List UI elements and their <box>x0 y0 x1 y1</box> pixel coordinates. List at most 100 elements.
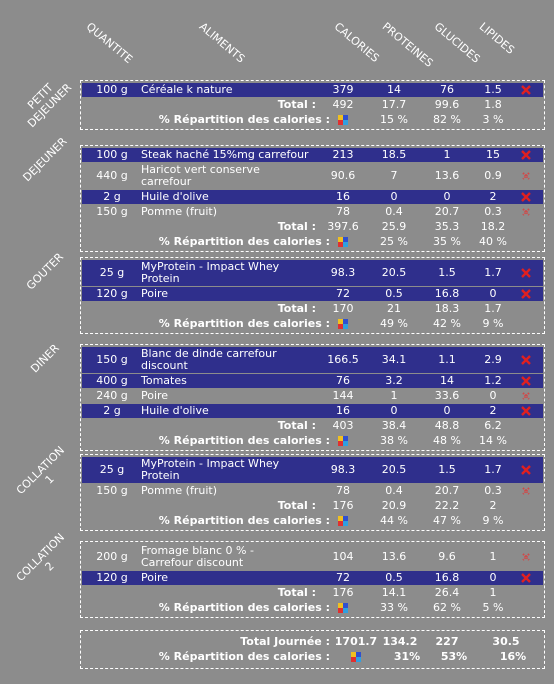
meal-section: 100 g Céréale k nature 379 14 76 1.5 Total : 49… <box>80 80 545 130</box>
repartition-proteins: 15 % <box>380 113 408 126</box>
delete-button[interactable] <box>520 191 532 203</box>
calories: 144 <box>332 389 354 402</box>
total-row: Total : 170 21 18.3 1.7 <box>82 302 543 316</box>
carbs: 16.8 <box>434 287 460 300</box>
quantity: 200 g <box>96 550 128 563</box>
proteins: 18.5 <box>381 148 407 161</box>
delete-button[interactable] <box>520 572 532 584</box>
delete-button[interactable] <box>520 354 532 366</box>
total-proteins: 17.7 <box>381 98 407 111</box>
delete-button[interactable] <box>520 170 532 182</box>
total-row: Total : 176 20.9 22.2 2 <box>82 499 543 513</box>
carbs: 1.5 <box>438 266 456 279</box>
repartition-label: % Répartition des calories : <box>158 601 330 614</box>
column-header: GLUCIDES <box>431 20 483 66</box>
repartition-proteins: 33 % <box>380 601 408 614</box>
delete-button[interactable] <box>520 375 532 387</box>
delete-button[interactable] <box>520 551 532 563</box>
day-total-carbs: 227 <box>435 635 459 648</box>
proteins: 0 <box>390 404 398 417</box>
fats: 0.3 <box>484 484 502 497</box>
calories: 98.3 <box>330 266 356 279</box>
delete-button[interactable] <box>520 149 532 161</box>
food-row: 400 g Tomates 76 3.2 14 1.2 <box>82 374 543 388</box>
proteins: 0 <box>390 190 398 203</box>
delete-button[interactable] <box>520 206 532 218</box>
quantity: 150 g <box>96 484 128 497</box>
delete-button[interactable] <box>520 288 532 300</box>
quantity: 25 g <box>99 266 125 279</box>
total-label: Total : <box>277 220 316 233</box>
repartition-label: % Répartition des calories : <box>158 113 330 126</box>
food-row: 150 g Pomme (fruit) 78 0.4 20.7 0.3 <box>82 205 543 219</box>
total-calories: 176 <box>332 586 354 599</box>
chart-icon[interactable] <box>350 651 362 663</box>
total-proteins: 21 <box>387 302 401 315</box>
column-header: PROTEINES <box>379 20 436 70</box>
calories: 98.3 <box>330 463 356 476</box>
chart-icon[interactable] <box>337 435 349 447</box>
food-row: 100 g Steak haché 15%mg carrefour 213 18.5 1… <box>82 148 543 162</box>
delete-button[interactable] <box>520 84 532 96</box>
repartition-fats: 14 % <box>479 434 507 447</box>
calories: 213 <box>332 148 354 161</box>
total-calories: 176 <box>332 499 354 512</box>
carbs: 16.8 <box>434 571 460 584</box>
total-carbs: 99.6 <box>434 98 460 111</box>
total-row: Total : 176 14.1 26.4 1 <box>82 586 543 600</box>
total-fats: 18.2 <box>480 220 506 233</box>
delete-button[interactable] <box>520 485 532 497</box>
calories: 166.5 <box>327 353 359 366</box>
chart-icon[interactable] <box>337 114 349 126</box>
meal-section: 200 g Fromage blanc 0 % - Carrefour disco… <box>80 541 545 618</box>
carbs: 14 <box>440 374 454 387</box>
food-name: Huile d'olive <box>141 190 209 203</box>
day-repartition-fats: 16% <box>499 650 527 663</box>
delete-button[interactable] <box>520 390 532 402</box>
total-label: Total : <box>277 302 316 315</box>
chart-icon[interactable] <box>337 318 349 330</box>
calories: 78 <box>336 484 350 497</box>
repartition-label: % Répartition des calories : <box>158 514 330 527</box>
total-carbs: 18.3 <box>434 302 460 315</box>
food-name: Haricot vert conserve carrefour <box>141 163 260 188</box>
delete-button[interactable] <box>520 267 532 279</box>
repartition-label: % Répartition des calories : <box>158 235 330 248</box>
food-name: MyProtein - Impact Whey Protein <box>141 457 280 482</box>
total-calories: 170 <box>332 302 354 315</box>
meal-section: 150 g Blanc de dinde carrefour discount 16… <box>80 344 545 451</box>
chart-icon[interactable] <box>337 602 349 614</box>
proteins: 20.5 <box>381 463 407 476</box>
total-carbs: 35.3 <box>434 220 460 233</box>
food-row: 150 g Blanc de dinde carrefour discount 16… <box>82 347 543 373</box>
delete-button[interactable] <box>520 464 532 476</box>
total-label: Total : <box>277 419 316 432</box>
carbs: 9.6 <box>438 550 456 563</box>
total-calories: 492 <box>332 98 354 111</box>
food-row: 120 g Poire 72 0.5 16.8 0 <box>82 571 543 585</box>
food-row: 100 g Céréale k nature 379 14 76 1.5 <box>82 83 543 97</box>
fats: 2.9 <box>484 353 502 366</box>
proteins: 20.5 <box>381 266 407 279</box>
fats: 0 <box>489 571 497 584</box>
total-label: Total : <box>277 586 316 599</box>
carbs: 1 <box>443 148 451 161</box>
chart-icon[interactable] <box>337 236 349 248</box>
food-name: Pomme (fruit) <box>141 484 217 497</box>
total-fats: 1 <box>489 586 497 599</box>
column-header: ALIMENTS <box>196 20 248 66</box>
column-header: QUANTITE <box>83 20 135 67</box>
column-header: LIPIDES <box>476 20 517 57</box>
delete-button[interactable] <box>520 405 532 417</box>
meal-section: 100 g Steak haché 15%mg carrefour 213 18.5 1… <box>80 145 545 252</box>
column-header: CALORIES <box>331 20 382 65</box>
calories: 16 <box>336 404 350 417</box>
chart-icon[interactable] <box>337 515 349 527</box>
fats: 2 <box>489 404 497 417</box>
fats: 0 <box>489 287 497 300</box>
calories: 72 <box>336 571 350 584</box>
repartition-row: % Répartition des calories : 49 % 42 % 9 % <box>82 317 543 331</box>
total-fats: 6.2 <box>484 419 502 432</box>
quantity: 150 g <box>96 353 128 366</box>
carbs: 13.6 <box>434 169 460 182</box>
